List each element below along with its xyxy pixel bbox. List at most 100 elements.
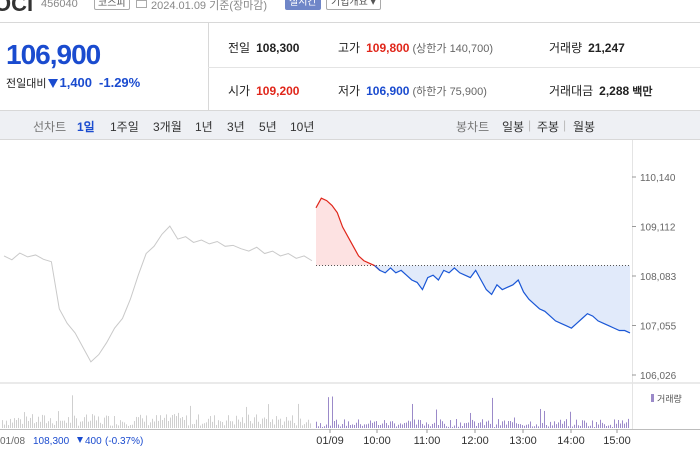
tab-period-1d[interactable]: 1일 (77, 120, 95, 134)
volume-bar (350, 425, 351, 428)
volume-bar (500, 425, 501, 428)
volume-bar (286, 416, 287, 428)
volume-bar (454, 425, 455, 428)
volume-bar (82, 421, 83, 428)
volume-bar (574, 424, 575, 428)
tab-candle-day[interactable]: 일봉 (502, 120, 525, 134)
volume-bar (490, 423, 491, 428)
volume-bar (138, 417, 139, 428)
volume-bar (162, 420, 163, 428)
volume-bar (174, 414, 175, 428)
tab-period-1w[interactable]: 1주일 (110, 120, 139, 134)
volume-bar (116, 424, 117, 428)
volume-bar (388, 425, 389, 428)
volume-bar (624, 423, 625, 428)
volume-bar (472, 419, 473, 428)
tab-period-1y[interactable]: 1년 (195, 120, 213, 134)
volume-bar (610, 424, 611, 428)
volume-bar (510, 421, 511, 428)
volume-bar (30, 417, 31, 428)
volume-bar (114, 416, 115, 428)
volume-bar (530, 421, 531, 428)
volume-bar (536, 424, 537, 428)
volume-bar (588, 426, 589, 428)
volume-bar (238, 419, 239, 428)
tab-separator: | (563, 118, 567, 132)
volume-bar (292, 415, 293, 428)
volume-bar (308, 419, 309, 428)
volume-bar (278, 419, 279, 428)
volume-bar (36, 422, 37, 428)
volume-bar (616, 423, 617, 428)
realtime-button[interactable]: 실시간 (285, 0, 321, 10)
stat-open: 시가 109,200 (228, 82, 299, 99)
volume-bar (384, 420, 385, 428)
volume-bar (386, 423, 387, 428)
volume-bar (262, 418, 263, 428)
volume-bar (102, 424, 103, 428)
volume-bar (540, 408, 541, 428)
volume-bar (450, 420, 451, 428)
tab-candle-week[interactable]: 주봉 (537, 120, 560, 134)
volume-bar (328, 397, 329, 428)
volume-bar (512, 422, 513, 428)
volume-bar (590, 425, 591, 428)
volume-bar (22, 423, 23, 428)
change-row: 전일대비 1,400 -1.29% (6, 75, 140, 91)
tab-period-3y[interactable]: 3년 (227, 120, 245, 134)
volume-bar (474, 421, 475, 428)
volume-bar (482, 419, 483, 428)
volume-bar (224, 425, 225, 428)
volume-bar (518, 423, 519, 428)
volume-bar (144, 421, 145, 428)
tab-period-3m[interactable]: 3개월 (153, 120, 182, 134)
volume-bar (220, 421, 221, 428)
volume-bar (152, 418, 153, 428)
volume-bar (420, 420, 421, 428)
volume-bar (170, 417, 171, 428)
tab-period-10y[interactable]: 10년 (290, 120, 315, 134)
volume-bar (68, 417, 69, 428)
volume-bar (218, 420, 219, 428)
rise-area-fill (316, 198, 380, 271)
today-fall-line (374, 265, 631, 334)
volume-bar (142, 418, 143, 428)
volume-bar (192, 424, 193, 428)
volume-bar (504, 420, 505, 428)
volume-bar (478, 422, 479, 428)
stat-value: 109,200 (256, 84, 300, 98)
volume-bar (200, 425, 201, 428)
tab-candle-month[interactable]: 월봉 (573, 120, 596, 134)
volume-bar (396, 426, 397, 428)
company-info-button[interactable]: 기업개요 ▾ (326, 0, 381, 10)
volume-bar (212, 421, 213, 428)
volume-bar (92, 414, 93, 428)
change-amount: 1,400 (59, 75, 93, 90)
volume-bar (66, 422, 67, 428)
today-rise-line (315, 197, 381, 271)
volume-bar (484, 425, 485, 428)
volume-bar (424, 425, 425, 428)
volume-bar (86, 414, 87, 428)
volume-bar (204, 423, 205, 428)
stat-label: 시가 (228, 84, 251, 98)
volume-bar (392, 421, 393, 428)
volume-bar (186, 415, 187, 428)
volume-bar (180, 418, 181, 428)
volume-bar (34, 423, 35, 428)
volume-bar (326, 424, 327, 428)
volume-bar (432, 423, 433, 428)
volume-bar (188, 425, 189, 428)
volume-bar (492, 397, 493, 428)
volume-bar (214, 415, 215, 428)
volume-bar (422, 423, 423, 428)
volume-bar (250, 421, 251, 428)
change-rate: -1.29% (99, 75, 141, 90)
volume-bar (626, 422, 627, 428)
tab-period-5y[interactable]: 5년 (259, 120, 277, 134)
volume-bar (302, 425, 303, 428)
volume-bar (338, 424, 339, 428)
x-tick-label: 13:00 (509, 435, 537, 447)
volume-bar (14, 418, 15, 428)
volume-bar (232, 421, 233, 428)
